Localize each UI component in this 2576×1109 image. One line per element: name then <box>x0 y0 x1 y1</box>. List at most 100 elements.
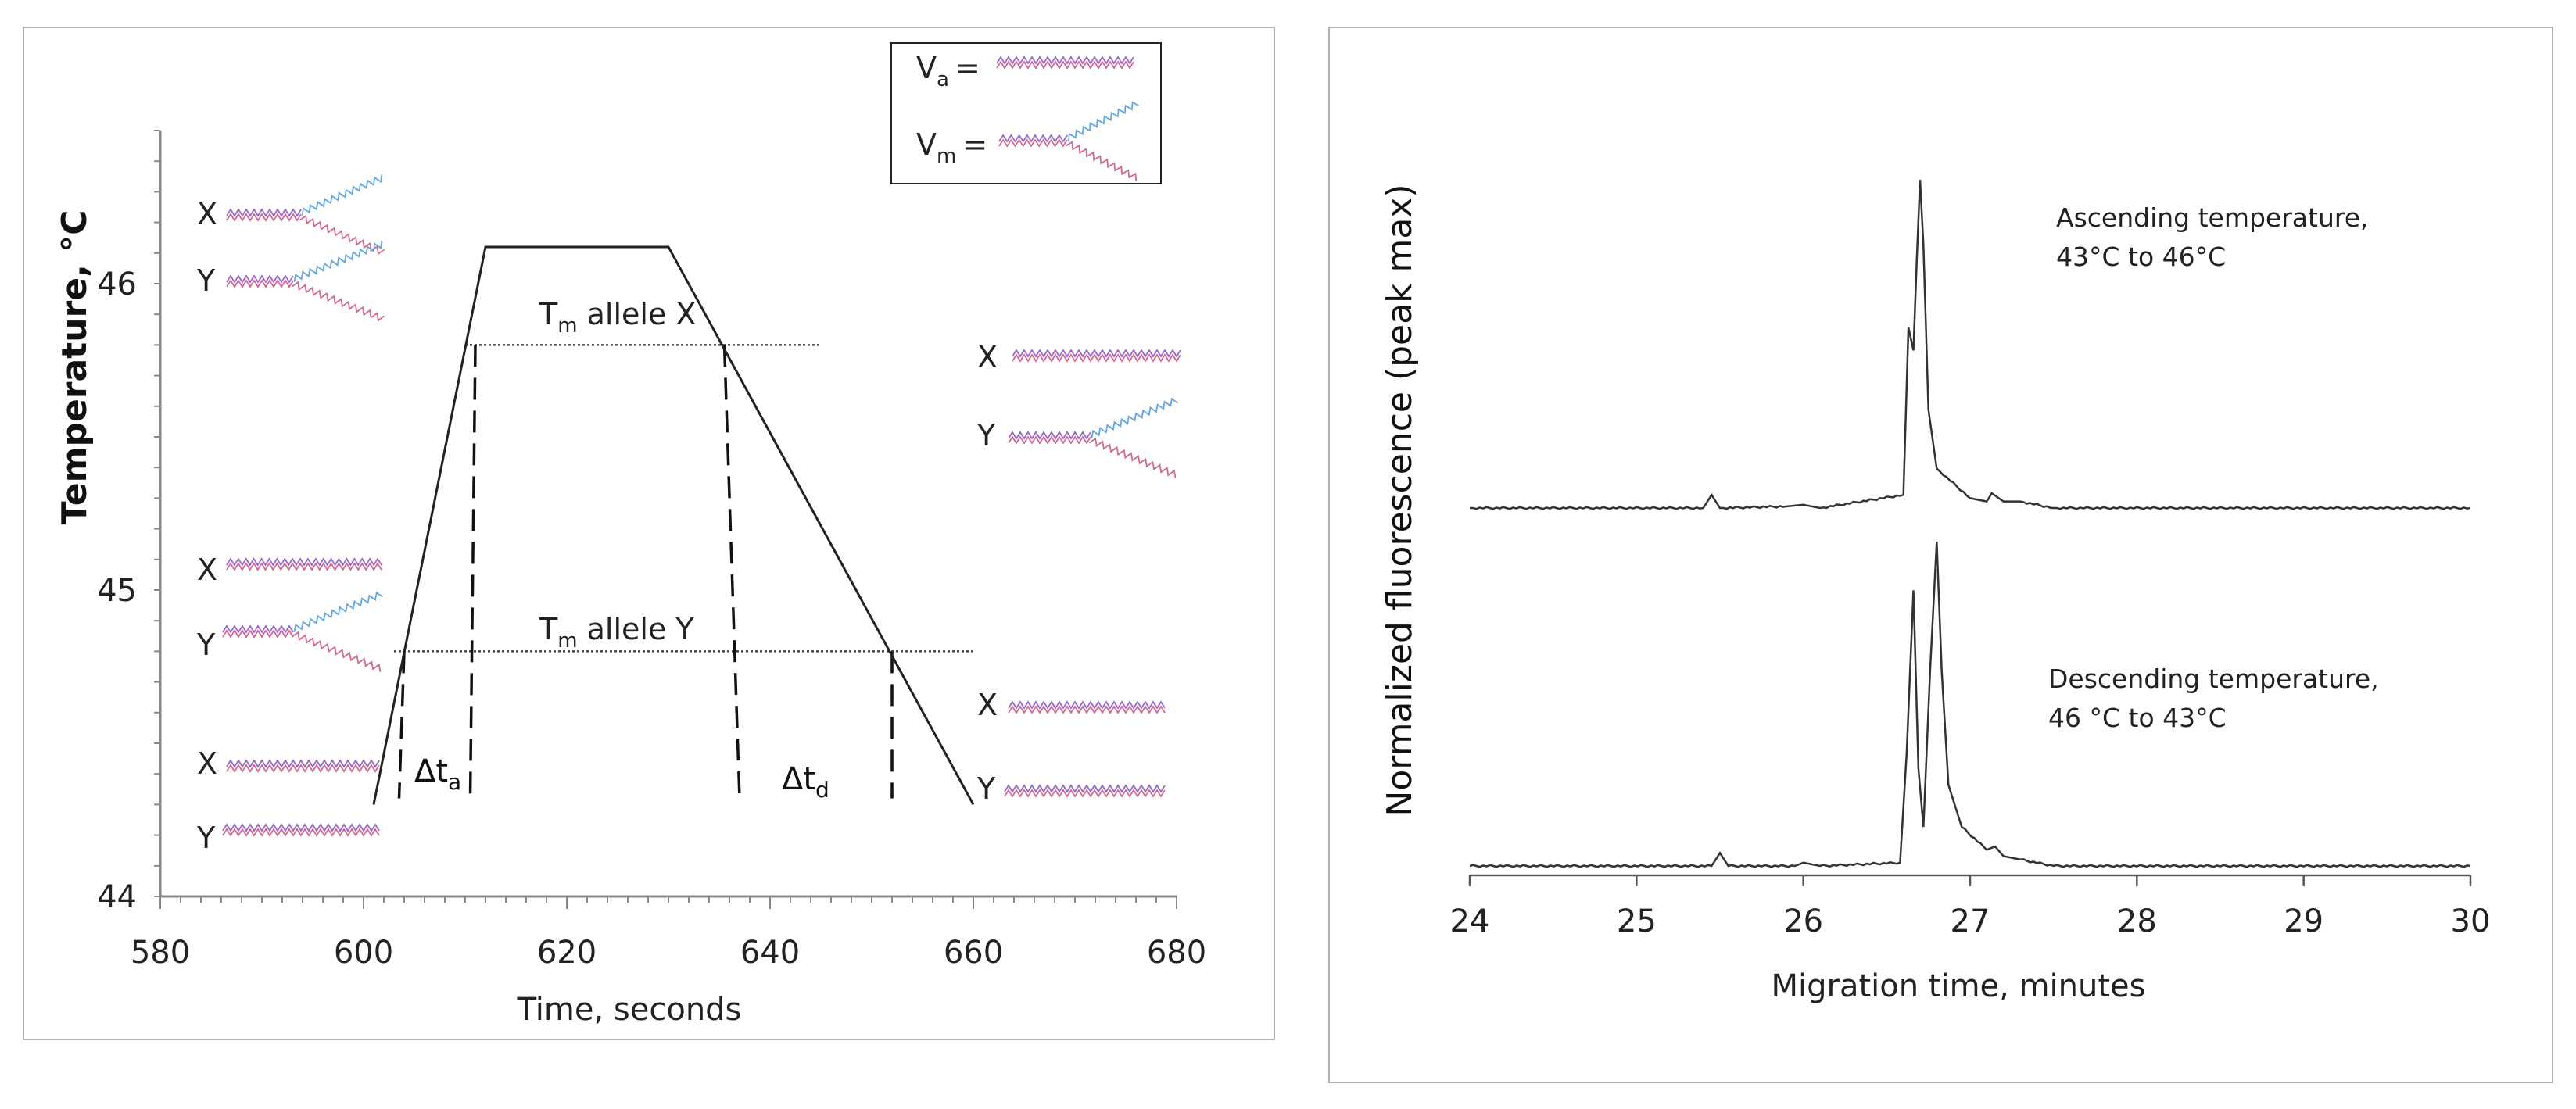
right-y-axis-label: Normalized fluorescence (peak max) <box>1380 184 1420 816</box>
left-x-axis-label: Time, seconds <box>517 992 742 1028</box>
ascending-label-line2: 43°C to 46°C <box>2056 241 2226 272</box>
allele-y-label: Y <box>196 628 216 662</box>
strand-fork-down <box>1065 141 1138 181</box>
allele-y-label: Y <box>196 263 216 298</box>
strand-x-melted-top <box>226 174 385 256</box>
right-panel-frame <box>1328 27 2553 1083</box>
allele-y-label: Y <box>196 821 216 855</box>
delta-t-d-label: Δtd <box>782 761 829 803</box>
right-tick-marks <box>1468 875 2472 886</box>
delta-t-a-label: Δta <box>414 753 461 795</box>
strand-fork-up <box>1091 397 1179 438</box>
left-x-tick-label: 640 <box>740 935 800 971</box>
strand-fork-down <box>299 214 385 256</box>
strand-top <box>1008 700 1166 710</box>
strand-y-annealed-right-low <box>1004 784 1166 798</box>
left-drop-lines <box>397 345 894 799</box>
allele-x-label: X <box>197 746 217 781</box>
strand-top <box>222 823 380 832</box>
strand-bottom <box>222 629 294 639</box>
right-series <box>1469 179 2471 868</box>
allele-y-label: Y <box>976 418 996 453</box>
tm-allele-y-label: Tm allele Y <box>539 612 694 653</box>
allele-x-label: X <box>977 688 998 722</box>
strand-bottom <box>222 828 380 837</box>
strand-bottom <box>226 562 382 571</box>
strand-top <box>226 759 380 768</box>
left-strand-labels: X Y X Y X Y X Y X Y <box>196 197 998 855</box>
right-x-tick-labels: 24 25 26 27 28 29 30 <box>1450 903 2491 939</box>
drop-line <box>397 651 406 799</box>
strand-x-annealed-right-low <box>1008 700 1166 714</box>
strand-top <box>996 55 1134 65</box>
strand-bottom <box>998 138 1068 148</box>
left-x-tick-label: 620 <box>537 935 597 971</box>
left-x-tick-label: 580 <box>131 935 190 971</box>
right-x-tick-label: 29 <box>2284 903 2323 939</box>
strand-bottom <box>1012 353 1181 363</box>
right-plot: 24 25 26 27 28 29 30 <box>1450 179 2491 939</box>
strand-top <box>998 134 1068 143</box>
strand-y-melted-right <box>1008 397 1179 478</box>
left-panel-frame <box>23 27 1275 1040</box>
strand-y-melted-mid <box>222 591 384 672</box>
strand-x-annealed-mid <box>226 557 382 571</box>
legend-vm-label: Vm = <box>916 127 987 168</box>
strand-y-melted-top <box>226 241 385 322</box>
descending-trace <box>1469 541 2471 868</box>
left-tick-marks <box>154 130 1177 909</box>
strand-y-annealed-low <box>222 823 380 837</box>
strand-bottom <box>226 764 380 773</box>
drop-line <box>468 345 477 799</box>
right-x-tick-label: 28 <box>2117 903 2157 939</box>
left-reference-lines <box>394 344 973 653</box>
left-y-tick-label: 44 <box>97 879 137 915</box>
strand-fork-down <box>291 281 385 322</box>
strand-diagrams <box>222 174 1181 837</box>
strand-top <box>226 557 382 567</box>
right-x-tick-label: 25 <box>1617 903 1657 939</box>
strand-bottom <box>1008 435 1091 445</box>
allele-x-label: X <box>197 197 217 231</box>
legend: Va = Vm = <box>890 42 1162 184</box>
right-x-tick-label: 27 <box>1951 903 1990 939</box>
strand-fork-up <box>301 174 383 216</box>
left-x-tick-label: 680 <box>1147 935 1206 971</box>
strand-top <box>226 208 302 217</box>
tm-allele-x-label: Tm allele X <box>539 297 696 338</box>
left-y-tick-labels: 44 45 46 <box>97 267 137 915</box>
strand-top <box>222 624 294 634</box>
left-series <box>372 245 975 806</box>
allele-y-label: Y <box>976 771 996 806</box>
strand-bottom <box>996 60 1134 70</box>
right-x-tick-label: 30 <box>2451 903 2491 939</box>
temperature-profile-line <box>372 245 975 806</box>
strand-x-annealed-right <box>1012 349 1181 363</box>
right-x-axis-label: Migration time, minutes <box>1771 968 2145 1004</box>
allele-x-label: X <box>197 553 217 587</box>
left-plot: 580 600 620 640 660 680 44 45 46 <box>97 130 1206 971</box>
right-x-tick-label: 26 <box>1783 903 1823 939</box>
drop-line <box>722 345 741 799</box>
left-y-axis-label: Temperature, °C <box>55 210 95 525</box>
left-y-tick-label: 46 <box>97 267 137 302</box>
strand-top <box>1012 349 1181 358</box>
ascending-trace <box>1470 179 2471 510</box>
ascending-label-line1: Ascending temperature, <box>2056 202 2369 233</box>
left-x-tick-labels: 580 600 620 640 660 680 <box>131 935 1206 971</box>
left-y-tick-label: 45 <box>97 573 137 609</box>
strand-fork-down <box>291 631 382 672</box>
legend-box <box>890 42 1162 184</box>
strand-fork-down <box>1088 437 1177 478</box>
left-x-tick-label: 660 <box>944 935 1003 971</box>
strand-x-annealed-low <box>226 759 380 773</box>
strand-fork-up <box>1067 101 1140 141</box>
strand-top <box>1004 784 1166 793</box>
legend-va-label: Va = <box>916 51 980 91</box>
allele-x-label: X <box>977 340 998 374</box>
descending-label-line1: Descending temperature, <box>2048 664 2379 694</box>
left-x-tick-label: 600 <box>334 935 393 971</box>
legend-melted-strand <box>998 101 1140 181</box>
strand-bottom <box>1004 789 1166 798</box>
